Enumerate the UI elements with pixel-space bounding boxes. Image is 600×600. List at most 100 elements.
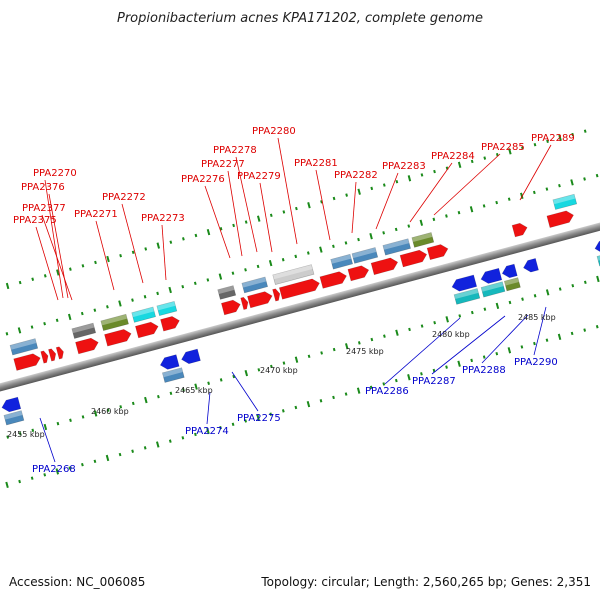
gene-label[interactable]: PPA2282 — [334, 170, 378, 181]
forward-gene-arrow — [319, 271, 347, 289]
tick-mark — [55, 468, 60, 475]
tick-mark — [445, 214, 448, 218]
cog-block-body — [156, 300, 178, 317]
gene-label[interactable]: PPA2280 — [252, 126, 296, 137]
gene-label[interactable]: PPA2272 — [102, 192, 146, 203]
tick-mark — [156, 291, 159, 296]
tick-mark — [395, 329, 399, 336]
forward-gene-arrow — [370, 257, 399, 276]
gene-label[interactable]: PPA2275 — [237, 413, 281, 424]
cog-block — [156, 300, 178, 317]
tick-mark — [419, 219, 424, 226]
cog-block-body — [9, 338, 39, 356]
tick-mark — [319, 399, 323, 403]
tick-mark — [407, 175, 412, 182]
gene-label[interactable]: PPA2288 — [462, 365, 506, 376]
tick-mark — [344, 392, 348, 396]
tick-mark — [206, 278, 210, 282]
gene-label[interactable]: PPA2283 — [382, 161, 426, 172]
reverse-gene-arrow — [501, 263, 518, 279]
cog-block — [71, 322, 97, 339]
forward-gene-arrow — [347, 265, 370, 282]
tick-mark — [545, 338, 549, 342]
tick-mark — [5, 282, 10, 290]
tick-mark — [545, 289, 550, 296]
tick-mark — [495, 200, 499, 205]
tick-mark — [295, 206, 298, 211]
tick-mark — [144, 247, 148, 251]
label-leader — [533, 306, 547, 356]
gene-label[interactable]: PPA2285 — [481, 142, 525, 153]
tick-mark — [408, 327, 411, 332]
gene-label[interactable]: PPA2376 — [21, 182, 65, 193]
gene-label[interactable]: PPA2377 — [22, 203, 66, 214]
gene-label[interactable]: PPA2290 — [514, 357, 558, 368]
tick-mark — [244, 419, 247, 423]
tick-mark — [30, 325, 34, 329]
tick-mark — [495, 351, 499, 356]
gene-label[interactable]: PPA2277 — [201, 159, 245, 170]
label-leader — [161, 224, 167, 281]
gene-label[interactable]: PPA2274 — [185, 426, 229, 437]
gene-label[interactable]: PPA2270 — [33, 168, 77, 179]
topology-text: Topology: circular; Length: 2,560,265 bp… — [260, 575, 591, 589]
gene-label[interactable]: PPA2273 — [141, 213, 185, 224]
gene-label[interactable]: PPA2278 — [213, 145, 257, 156]
cog-block-body — [480, 281, 506, 298]
cog-block — [411, 232, 435, 248]
tick-mark — [106, 408, 110, 412]
gene-label[interactable]: PPA2281 — [294, 158, 338, 169]
label-leader — [206, 391, 211, 425]
tick-mark — [94, 260, 97, 265]
tick-mark — [118, 452, 122, 457]
gene-label[interactable]: PPA2287 — [412, 376, 456, 387]
gene-label[interactable]: PPA2375 — [13, 215, 57, 226]
tick-mark — [507, 197, 511, 201]
gene-label[interactable]: PPA2268 — [32, 464, 76, 475]
tick-mark — [482, 204, 486, 208]
tick-mark — [382, 183, 386, 187]
cog-block-shine — [382, 238, 410, 250]
gene-label[interactable]: PPA2289 — [531, 133, 575, 144]
tick-mark — [244, 268, 247, 272]
cog-block-shine — [454, 288, 479, 300]
cog-block-body — [453, 288, 481, 305]
forward-gene-arrow — [135, 321, 159, 339]
cog-block-shine — [552, 194, 576, 205]
tick-mark — [433, 320, 437, 325]
tick-mark — [81, 415, 85, 419]
cog-block — [9, 338, 39, 356]
tick-label: 2480 kbp — [432, 330, 470, 339]
cog-block-shine — [481, 281, 504, 292]
tick-mark — [256, 414, 260, 421]
gene-label[interactable]: PPA2286 — [365, 386, 409, 397]
cog-block — [3, 410, 25, 426]
tick-mark — [155, 441, 160, 448]
map-title: Propionibacterium acnes KPA171202, compl… — [117, 11, 483, 26]
label-leader — [384, 317, 461, 385]
cog-block-body — [351, 247, 379, 264]
cog-block — [453, 288, 481, 305]
label-leader — [121, 203, 144, 284]
tick-mark — [457, 210, 461, 215]
accession-text: Accession: NC_006085 — [9, 575, 145, 589]
tick-mark — [583, 129, 587, 133]
tick-mark — [80, 311, 84, 316]
tick-mark — [570, 179, 574, 186]
label-leader — [95, 220, 115, 291]
gene-label[interactable]: PPA2276 — [181, 174, 225, 185]
tick-mark — [332, 196, 336, 201]
tick-mark — [320, 351, 323, 355]
tick-mark — [445, 316, 449, 323]
cog-block — [552, 193, 578, 210]
label-leader — [433, 153, 501, 216]
gene-label[interactable]: PPA2284 — [431, 151, 475, 162]
forward-gene-labels: PPA2270 PPA2376 PPA2377 PPA2375 PPA2271 … — [13, 126, 575, 226]
forward-gene-arrow — [48, 348, 57, 362]
cog-block-shine — [411, 232, 433, 243]
forward-gene-arrow — [13, 353, 41, 371]
forward-gene-arrow — [55, 346, 64, 360]
cog-block-shine — [330, 254, 352, 264]
gene-label[interactable]: PPA2271 — [74, 209, 118, 220]
gene-label[interactable]: PPA2279 — [237, 171, 281, 182]
